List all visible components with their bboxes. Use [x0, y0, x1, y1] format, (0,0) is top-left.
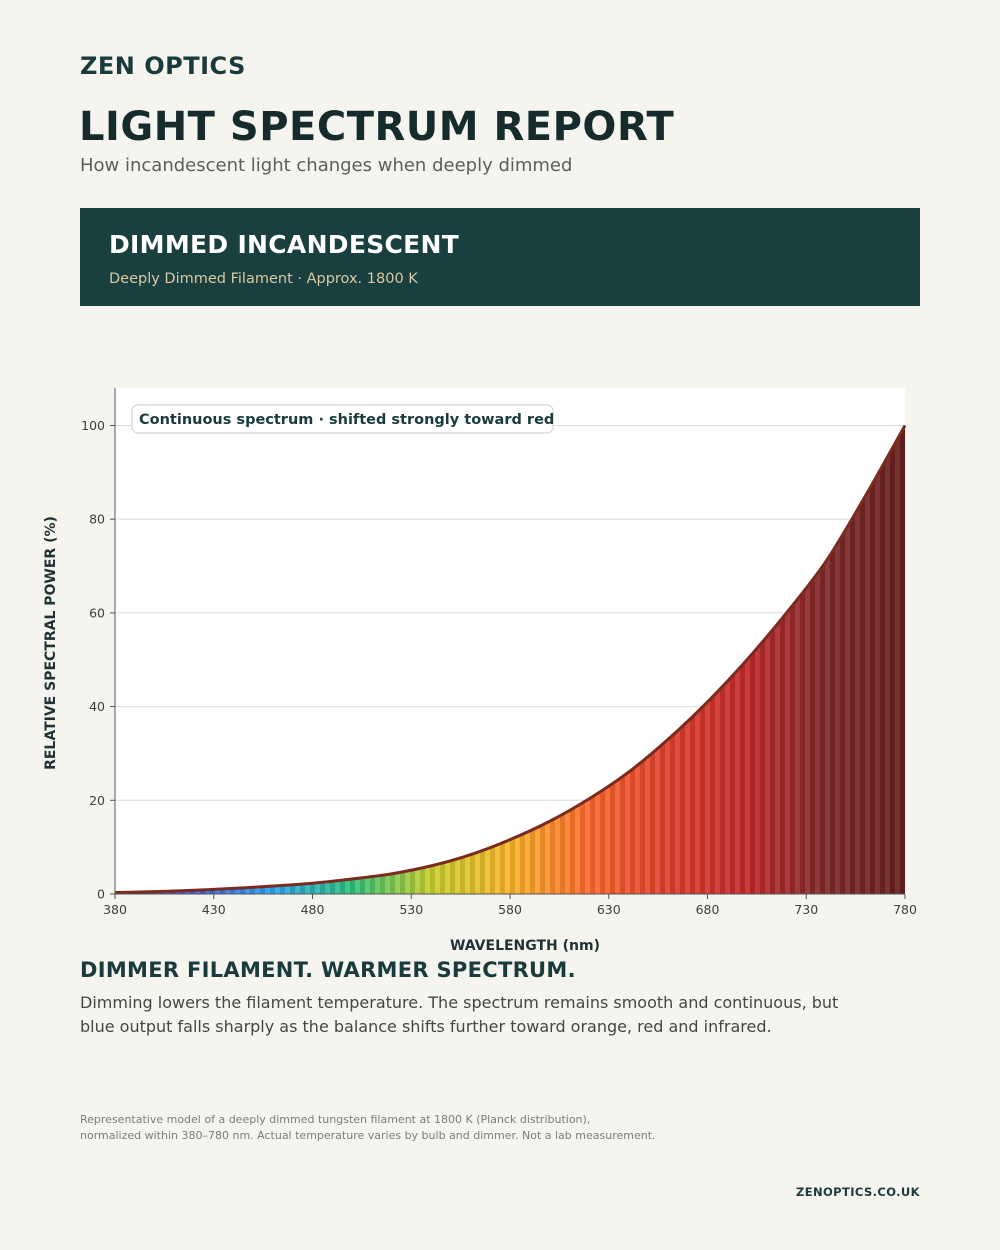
annotation-text: Continuous spectrum · shifted strongly t…	[139, 412, 554, 428]
headline: DIMMER FILAMENT. WARMER SPECTRUM.	[80, 958, 576, 982]
x-tick-label-680: 680	[696, 902, 720, 917]
y-tick-label-0: 0	[97, 887, 105, 902]
spectrum-area-group	[114, 424, 907, 895]
x-tick-label-630: 630	[597, 902, 621, 917]
y-tick-label-20: 20	[89, 793, 105, 808]
y-tick-label-40: 40	[89, 699, 105, 714]
spectrum-area-stripes	[115, 425, 905, 894]
spectrum-chart: 380 430 480 530 580 630 680 730 780 0 20 40 60 80 100 W…	[0, 370, 1000, 970]
body-text: Dimming lowers the filament temperature.…	[80, 993, 839, 1036]
y-tick-label-100: 100	[81, 418, 105, 433]
brand-name: ZEN OPTICS	[80, 52, 246, 80]
x-tick-label-580: 580	[498, 902, 522, 917]
y-tick-label-80: 80	[89, 512, 105, 527]
x-tick-label-530: 530	[399, 902, 423, 917]
page-title: LIGHT SPECTRUM REPORT	[79, 104, 675, 150]
tick-labels: 380 430 480 530 580 630 680 730 780 0 20 40 60 80 100 W…	[43, 418, 917, 954]
chart-annotation: Continuous spectrum · shifted strongly t…	[131, 404, 554, 434]
footnote-line-1: Representative model of a deeply dimmed …	[80, 1113, 591, 1126]
spectrum-chart-svg: 380 430 480 530 580 630 680 730 780 0 20 40 60 80 100 W…	[43, 388, 917, 954]
page-subtitle: How incandescent light changes when deep…	[80, 155, 573, 176]
footnote-line-2: normalized within 380–780 nm. Actual tem…	[80, 1129, 656, 1142]
spectrum-line	[114, 424, 907, 895]
y-axis-title: RELATIVE SPECTRAL POWER (%)	[43, 516, 59, 770]
y-tick-label-60: 60	[89, 605, 105, 620]
x-tick-label-730: 730	[794, 902, 818, 917]
spectrum-banner: DIMMED INCANDESCENT Deeply Dimmed Filame…	[80, 208, 920, 306]
footnote: Representative model of a deeply dimmed …	[80, 1112, 780, 1144]
x-tick-label-380: 380	[103, 902, 127, 917]
website-link[interactable]: ZENOPTICS.CO.UK	[795, 1185, 920, 1199]
x-tick-label-780: 780	[893, 902, 917, 917]
banner-subtitle: Deeply Dimmed Filament · Approx. 1800 K	[109, 271, 418, 287]
x-tick-label-430: 430	[202, 902, 226, 917]
banner-title: DIMMED INCANDESCENT	[109, 230, 460, 259]
x-axis-title: WAVELENGTH (nm)	[450, 938, 600, 954]
x-tick-label-480: 480	[301, 902, 325, 917]
annotation-box	[131, 404, 554, 434]
